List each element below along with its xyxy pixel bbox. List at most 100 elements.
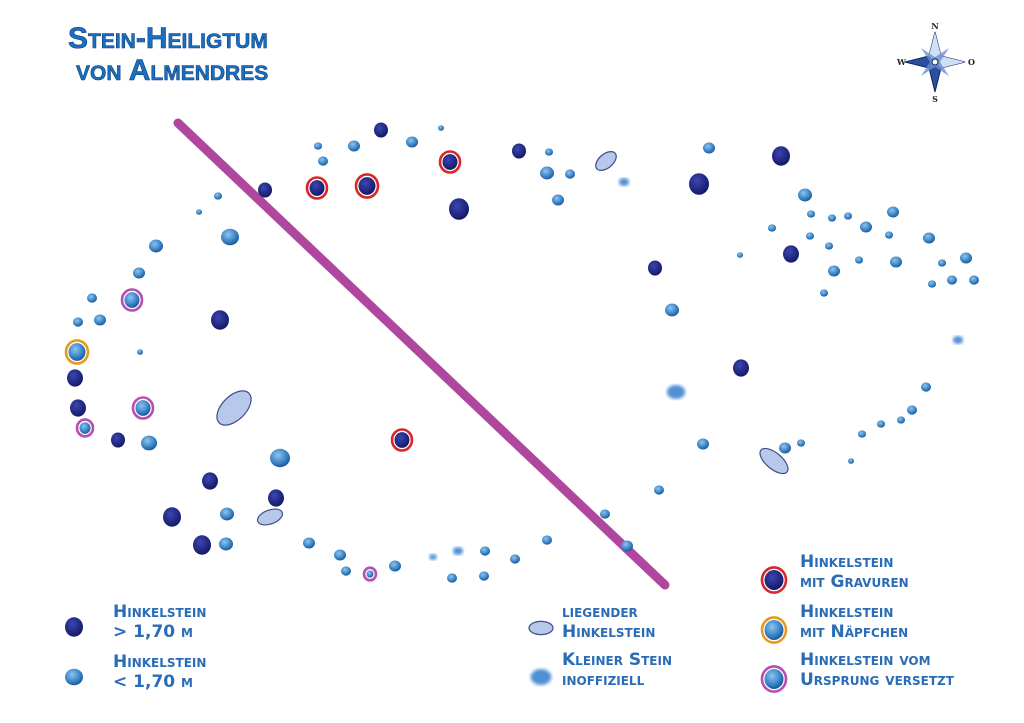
legend-label: < 1,70 m [113, 672, 193, 692]
stone-tall [111, 432, 125, 448]
stone-small [938, 259, 946, 267]
stone-ring [362, 566, 378, 582]
stone-small [858, 430, 866, 438]
stone-lying [595, 151, 617, 171]
legend-label: Hinkelstein vom [800, 650, 931, 670]
stone-small [135, 400, 151, 416]
stone-small [73, 317, 83, 327]
stone-small [545, 148, 553, 156]
stone-tall [202, 472, 218, 490]
stone-ring [305, 176, 329, 200]
stone-small [654, 485, 664, 495]
title-line: von Almendres [76, 54, 268, 87]
stone-tall [211, 310, 229, 330]
stone-small [779, 442, 791, 454]
stone-small [137, 349, 143, 355]
stone-small [947, 275, 957, 285]
compass: N W O S [896, 21, 975, 104]
stone-small [921, 382, 931, 392]
stone-small [797, 439, 805, 447]
stone-small [219, 537, 233, 551]
compass-o: O [968, 57, 975, 67]
stone-lying [216, 390, 252, 426]
stone-small [828, 265, 840, 277]
stone-small [87, 293, 97, 303]
stone-tall [268, 489, 284, 507]
stone-tall [783, 245, 799, 263]
stone-small [348, 140, 360, 152]
stone-small [68, 343, 86, 361]
stone-small [542, 535, 552, 545]
stone-small [798, 188, 812, 202]
stone-lying [759, 447, 789, 475]
stone-ring [760, 566, 788, 594]
stone-ring [120, 288, 144, 312]
stone-small [394, 432, 410, 448]
stone-small [969, 275, 979, 285]
legend-label: Hinkelstein [113, 652, 206, 672]
stone-small [389, 560, 401, 572]
stone-small [447, 573, 457, 583]
stone-tall [374, 122, 388, 138]
legend-label: Ursprung versetzt [800, 670, 955, 690]
stone-unofficial [666, 385, 686, 399]
stones [64, 122, 979, 583]
stone-small [897, 416, 905, 424]
legend-label: mit Gravuren [800, 572, 909, 592]
stone-tall [70, 399, 86, 417]
stone-tall [258, 182, 272, 198]
stone-small [79, 422, 91, 434]
stone-small [768, 224, 776, 232]
stone-small [540, 166, 554, 180]
stone-tall [449, 198, 469, 220]
stone-small [621, 540, 633, 552]
stone-tall [772, 146, 790, 166]
stone-small [220, 507, 234, 521]
stone-small [697, 438, 709, 450]
stone-small [214, 192, 222, 200]
stone-small [303, 537, 315, 549]
stone-small [848, 458, 854, 464]
stone-small [141, 435, 157, 451]
stone-small [149, 239, 163, 253]
stone-small [600, 509, 610, 519]
stone-small [510, 554, 520, 564]
stone-unofficial [429, 554, 437, 560]
stone-small [318, 156, 328, 166]
compass-n: N [931, 21, 938, 31]
stone-small [887, 206, 899, 218]
stone-small [442, 154, 458, 170]
stone-small [764, 669, 784, 689]
legend-label: Hinkelstein [113, 602, 206, 622]
stone-small [438, 125, 444, 131]
stone-small [960, 252, 972, 264]
stone-small [94, 314, 106, 326]
stone-ring [760, 665, 788, 693]
stone-tall [689, 173, 709, 195]
stone-small [855, 256, 863, 264]
stone-small [479, 571, 489, 581]
stone-small [825, 242, 833, 250]
stone-unofficial [618, 178, 630, 186]
stone-small [890, 256, 902, 268]
stone-lying [528, 620, 554, 636]
stone-tall [512, 143, 526, 159]
stone-small [764, 570, 784, 590]
stone-ring [760, 616, 788, 644]
stone-tall [163, 507, 181, 527]
stone-small [270, 448, 290, 468]
axis-line [173, 118, 670, 590]
stone-small [665, 303, 679, 317]
stone-small [885, 231, 893, 239]
stone-small [366, 570, 374, 578]
stone-tall [193, 535, 211, 555]
stone-small [807, 210, 815, 218]
stone-small [358, 177, 376, 195]
stone-small [860, 221, 872, 233]
compass-s: S [932, 94, 938, 104]
stone-ring [131, 396, 155, 420]
stone-small [133, 267, 145, 279]
stone-unofficial [530, 669, 552, 685]
